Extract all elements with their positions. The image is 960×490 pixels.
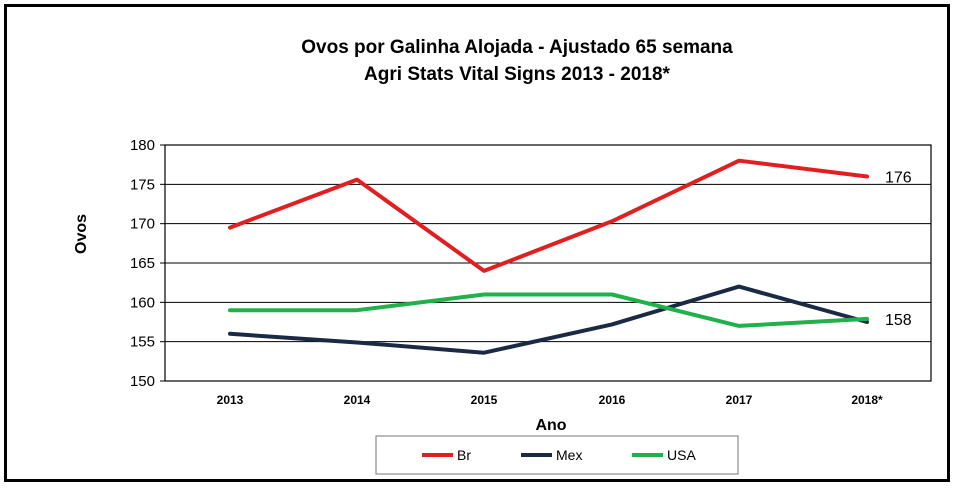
y-axis-ticks: 150 155 160 165 170 175 180 <box>130 137 165 390</box>
chart-title: Ovos por Galinha Alojada - Ajustado 65 s… <box>301 37 733 58</box>
y-tick-label: 160 <box>130 294 155 311</box>
series-line-usa <box>228 292 869 328</box>
x-tick-label: 2014 <box>344 393 371 407</box>
data-label-usa: 158 <box>885 312 912 329</box>
legend-label-br: Br <box>457 447 471 463</box>
series-line-br <box>228 158 869 273</box>
data-label-br: 176 <box>885 169 912 186</box>
data-labels: 176 158 <box>885 169 912 328</box>
gridlines <box>165 144 931 382</box>
x-axis-label: Ano <box>535 417 566 434</box>
x-tick-label: 2015 <box>471 393 498 407</box>
chart-frame <box>4 4 950 482</box>
x-axis-ticks: 2013 2014 2015 2016 2017 2018* <box>217 393 883 407</box>
y-tick-label: 150 <box>130 373 155 390</box>
legend-label-mex: Mex <box>556 447 582 463</box>
y-axis-label: Ovos <box>73 214 90 254</box>
y-tick-label: 170 <box>130 216 155 233</box>
y-tick-label: 155 <box>130 334 155 351</box>
series-lines <box>228 158 869 355</box>
x-tick-label: 2017 <box>726 393 753 407</box>
legend-items: Br Mex USA <box>422 447 696 463</box>
x-tick-label: 2018* <box>851 393 883 407</box>
series-line-mex <box>228 284 869 355</box>
x-tick-label: 2016 <box>599 393 626 407</box>
y-tick-label: 180 <box>130 137 155 154</box>
legend-label-usa: USA <box>667 447 696 463</box>
y-tick-label: 175 <box>130 176 155 193</box>
y-tick-label: 165 <box>130 255 155 272</box>
x-tick-label: 2013 <box>217 393 244 407</box>
chart-subtitle: Agri Stats Vital Signs 2013 - 2018* <box>364 64 671 85</box>
